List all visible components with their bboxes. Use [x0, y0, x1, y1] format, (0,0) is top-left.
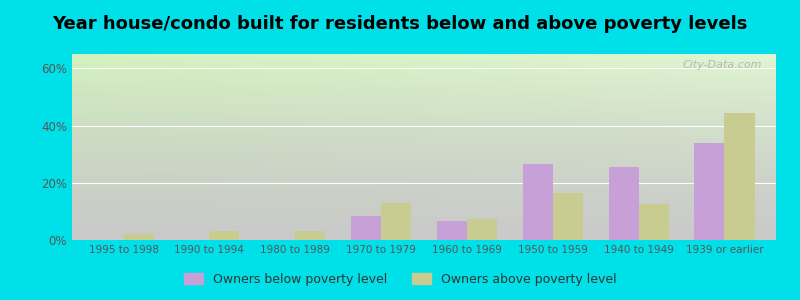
Bar	[609, 167, 638, 240]
Text: Year house/condo built for residents below and above poverty levels: Year house/condo built for residents bel…	[52, 15, 748, 33]
Legend: Owners below poverty level, Owners above poverty level: Owners below poverty level, Owners above…	[179, 268, 621, 291]
Bar	[210, 231, 239, 240]
Bar	[522, 164, 553, 240]
Bar	[553, 193, 583, 240]
Text: City-Data.com: City-Data.com	[682, 60, 762, 70]
Bar	[725, 113, 754, 240]
Bar	[295, 231, 326, 240]
Bar	[467, 218, 497, 240]
Bar	[123, 234, 154, 240]
Bar	[694, 143, 725, 240]
Bar	[638, 204, 669, 240]
Bar	[437, 221, 467, 240]
Bar	[381, 203, 411, 240]
Bar	[351, 216, 381, 240]
